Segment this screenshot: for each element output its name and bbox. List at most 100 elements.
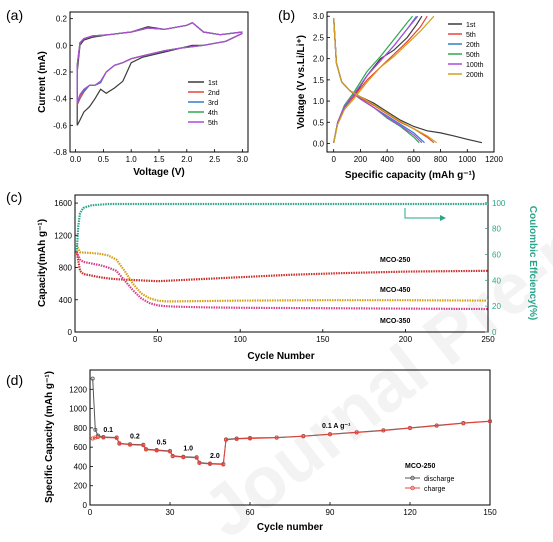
panel-a-ytick-label: 0.2	[56, 15, 68, 24]
panel-d-point-charge	[301, 434, 306, 439]
panel-b-plot-area: 0 200 400 600 800 1000 1200 0.0 0.5 1.0 1.5 2.0 2.5 3…	[313, 12, 504, 164]
panel-c-xtick-label: 50	[153, 335, 162, 344]
panel-d: (d) 0 30 60 90 120 150 0 200 400 600 800 1000 1200 0.…	[6, 369, 497, 533]
panel-c-ylabel: Capacity(mAh g⁻¹)	[37, 219, 48, 307]
panel-c-y2label: Coulombic Effciency(%)	[527, 206, 538, 320]
panel-a-xtick-label: 2.0	[181, 155, 193, 164]
panel-c-annotation: MCO-250	[380, 257, 410, 264]
panel-c-y2tick-label: 100	[492, 199, 506, 208]
panel-c-y2tick-label: 0	[492, 328, 497, 337]
panel-a-ytick-label: -0.8	[53, 148, 67, 157]
panel-a-plot-area: 0.0 0.5 1.0 1.5 2.0 2.5 3.0 -0.8 -0.6 -0.4 -0.2 0.0…	[53, 15, 248, 164]
panel-d-ytick-label: 200	[74, 482, 88, 491]
panel-b-ytick-label: 2.5	[313, 33, 325, 42]
panel-d-rate-label: 1.0	[183, 446, 193, 453]
panel-b-xtick-label: 1200	[485, 155, 503, 164]
panel-d-ytick-label: 1000	[69, 405, 87, 414]
panel-c-series-mco-250	[75, 251, 489, 283]
panel-d-ylabel: Specific Capacity (mAh g⁻¹)	[44, 371, 55, 503]
panel-b-discharge-5th	[333, 18, 435, 144]
panel-d-legend-label: discharge	[424, 476, 454, 483]
panel-c-series-coulombic-efficiency	[75, 202, 488, 252]
panel-d-rate-label: 0.2	[130, 433, 140, 440]
panel-b-legend-label: 200th	[466, 72, 484, 79]
panel-c-y2tick-label: 20	[492, 302, 501, 311]
panel-d-ytick-label: 400	[74, 462, 88, 471]
panel-c-plot-area: 0 50 100 150 200 2500400800120016000204060801…	[54, 199, 506, 344]
panel-d-point-charge	[197, 461, 202, 466]
panel-c-frame	[74, 194, 489, 333]
panel-d-frame	[89, 369, 491, 506]
panel-c-label: (c)	[6, 189, 22, 205]
panel-d-xtick-label: 60	[246, 508, 255, 517]
panel-d-series-charge	[92, 420, 491, 466]
panel-d-xtick-label: 120	[403, 508, 417, 517]
panel-d-point-charge	[154, 448, 159, 453]
panel-d-xtick-label: 30	[166, 508, 175, 517]
panel-a-ytick-label: -0.4	[53, 95, 67, 104]
panel-c-annotation: MCO-350	[380, 318, 410, 325]
panel-c-ytick-label: 400	[59, 296, 73, 305]
panel-b-ytick-label: 1.5	[313, 76, 325, 85]
panel-d-legend-marker	[410, 485, 415, 491]
panel-a-xtick-label: 3.0	[237, 155, 249, 164]
panel-d-point-charge	[167, 449, 172, 454]
panel-c-y2tick-label: 80	[492, 225, 501, 234]
panel-d-point-charge	[127, 442, 132, 447]
panel-b-legend-label: 20th	[466, 42, 480, 49]
panel-b-ytick-label: 0.0	[313, 140, 325, 149]
panel-d-xtick-label: 150	[483, 508, 497, 517]
panel-d-ytick-label: 800	[74, 424, 88, 433]
panel-c-ytick-label: 1200	[54, 231, 72, 240]
panel-b-charge-5th	[333, 15, 428, 143]
panel-a-xtick-label: 1.0	[126, 155, 138, 164]
panel-d-point-charge	[143, 447, 148, 452]
panel-c-axis-arrowhead	[440, 215, 446, 221]
panel-a-legend-label: 5th	[208, 120, 218, 127]
panel-c-xtick-label: 150	[316, 335, 330, 344]
panel-a: (a) 0.0 0.5 1.0 1.5 2.0 2.5 3.0 -0.8 -0.6 -0.4 -0.…	[6, 7, 249, 178]
panel-a-xtick-label: 0.5	[98, 155, 110, 164]
panel-d-ytick-label: 600	[74, 443, 88, 452]
panel-d-point-charge	[101, 435, 106, 440]
panel-a-xtick-label: 2.5	[209, 155, 221, 164]
panel-b-ylabel: Voltage (V vs.Li/Li⁺)	[296, 35, 307, 129]
panel-a-xlabel: Voltage (V)	[133, 167, 184, 178]
panel-c-series-mco-450	[75, 244, 489, 303]
panel-d-legend-marker	[410, 475, 415, 481]
panel-b-charge-100th	[333, 15, 419, 143]
panel-a-legend-label: 1st	[208, 80, 217, 87]
panel-d-rate-label: 2.0	[210, 453, 220, 460]
panel-b-ytick-label: 3.0	[313, 12, 325, 21]
panel-b-legend-label: 100th	[466, 62, 484, 69]
panel-d-legend-title: MCO-250	[405, 463, 435, 470]
panel-c-xtick-label: 250	[481, 335, 495, 344]
panel-d-point-charge	[327, 432, 332, 437]
panel-c-ytick-label: 800	[59, 264, 73, 273]
panel-d-point-charge	[194, 455, 199, 460]
panel-a-legend-label: 3rd	[208, 100, 218, 107]
panel-a-ylabel: Current (mA)	[37, 51, 48, 113]
panel-d-point-charge	[381, 428, 386, 433]
panel-d-plot-area: 0 30 60 90 120 150 0 200 400 600 800 1000 1200 0.1 0.2…	[69, 376, 497, 517]
panel-c-annotation: MCO-450	[380, 287, 410, 294]
panel-d-xlabel: Cycle number	[257, 522, 323, 533]
panel-b-frame	[326, 11, 495, 153]
panel-d-point-charge	[487, 419, 492, 424]
panel-d-rate-label: 0.5	[157, 440, 167, 447]
panel-d-point-charge	[221, 462, 226, 467]
panel-b-ytick-label: 1.0	[313, 97, 325, 106]
panel-d-point-charge	[434, 423, 439, 428]
panel-c-axis-arrow	[404, 208, 440, 219]
panel-b-xtick-label: 800	[434, 155, 448, 164]
panel-d-point-charge	[274, 435, 279, 440]
panel-a-ytick-label: -0.6	[53, 121, 67, 130]
panel-c-y2tick-label: 60	[492, 250, 501, 259]
panel-d-point-charge	[247, 436, 252, 441]
panel-b-legend-label: 50th	[466, 52, 480, 59]
panel-b-xtick-label: 200	[354, 155, 368, 164]
panel-d-point-charge	[117, 441, 122, 446]
panel-b-xlabel: Specific capacity (mAh g⁻¹)	[345, 170, 475, 181]
panel-a-legend-label: 4th	[208, 110, 218, 117]
